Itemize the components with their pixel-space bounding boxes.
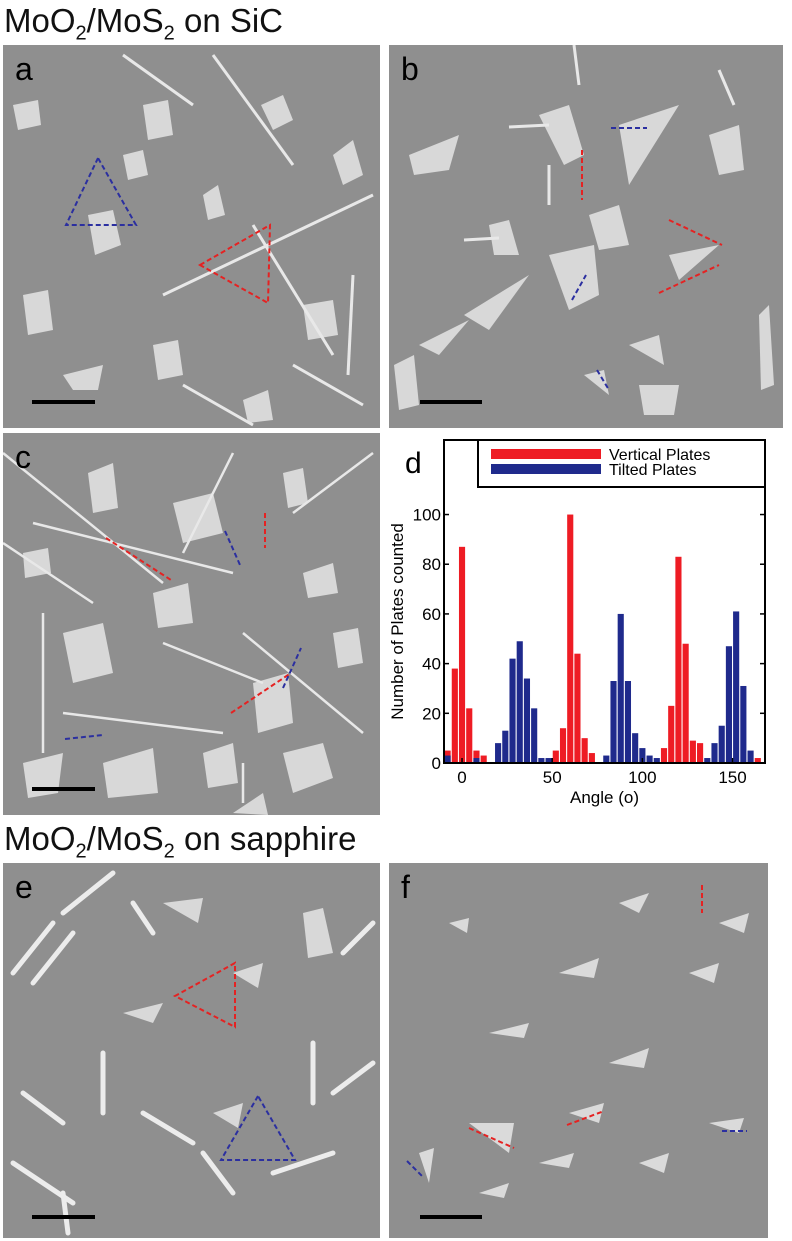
section-title-sic: MoO2/MoS2 on SiC bbox=[4, 2, 284, 45]
section-title-sapphire: MoO2/MoS2 on sapphire bbox=[4, 820, 357, 863]
tilted-plates-bar bbox=[509, 658, 516, 763]
y-tick-label: 100 bbox=[413, 506, 441, 525]
x-tick-label: 100 bbox=[628, 768, 656, 787]
panel-label-f: f bbox=[401, 869, 410, 905]
legend-box bbox=[477, 439, 766, 488]
y-tick-label: 20 bbox=[422, 704, 441, 723]
tilted-plates-bar bbox=[624, 681, 632, 763]
vertical-plates-bar bbox=[682, 643, 689, 763]
vertical-plates-bar bbox=[451, 668, 458, 763]
x-tick-label: 150 bbox=[718, 768, 746, 787]
tilted-plates-bar bbox=[610, 681, 617, 763]
y-tick-label: 60 bbox=[422, 605, 441, 624]
scale-bar bbox=[420, 400, 482, 404]
scale-bar bbox=[32, 1215, 95, 1219]
sem-image-e: e bbox=[3, 863, 380, 1238]
dashed-triangle-tilted bbox=[219, 1094, 297, 1161]
tilted-plates-bar bbox=[516, 641, 523, 763]
sem-features bbox=[406, 885, 749, 1198]
tilted-plates-bar bbox=[639, 748, 646, 763]
scale-bar bbox=[32, 787, 95, 791]
sem-image-f: f bbox=[389, 863, 768, 1238]
legend-label: Vertical Plates bbox=[609, 447, 710, 464]
sem-image-b: b bbox=[389, 45, 783, 428]
vertical-plates-bar bbox=[574, 653, 581, 763]
tilted-plates-bar bbox=[495, 743, 502, 763]
panel-label-e: e bbox=[15, 869, 33, 905]
x-tick-label: 0 bbox=[457, 768, 466, 787]
y-axis-label: Number of Plates counted bbox=[388, 523, 407, 720]
vertical-plates-bar bbox=[552, 750, 559, 763]
tilted-plates-bar bbox=[725, 646, 732, 763]
y-tick-label: 40 bbox=[422, 655, 441, 674]
vertical-plates-bar bbox=[697, 743, 704, 763]
legend-swatch bbox=[491, 449, 601, 459]
y-tick-label: 0 bbox=[432, 754, 441, 773]
vertical-plates-bar bbox=[559, 728, 567, 763]
tilted-plates-bar bbox=[747, 750, 754, 763]
plot-frame bbox=[443, 439, 766, 764]
vertical-plates-bar bbox=[660, 748, 668, 763]
sem-features bbox=[3, 452, 374, 815]
tilted-plates-bar bbox=[632, 733, 639, 763]
tilted-plates-bar bbox=[733, 611, 740, 763]
vertical-plates-bar bbox=[466, 708, 473, 763]
tilted-plates-bar bbox=[473, 758, 480, 763]
tilted-plates-bar bbox=[502, 730, 509, 763]
tilted-plates-bar bbox=[711, 743, 718, 763]
vertical-plates-bar bbox=[675, 556, 682, 763]
tilted-plates-bar bbox=[523, 678, 531, 763]
panel-label-b: b bbox=[401, 51, 419, 87]
tilted-plates-bar bbox=[653, 758, 660, 763]
tilted-plates-bar bbox=[740, 685, 747, 763]
tilted-plates-bar bbox=[538, 758, 545, 763]
dashed-triangle-vertical bbox=[197, 223, 272, 305]
tilted-plates-bar bbox=[718, 725, 725, 763]
sem-image-a: a bbox=[3, 45, 380, 428]
tilted-plates-bar bbox=[444, 755, 451, 763]
vertical-plates-bar bbox=[588, 753, 595, 763]
sem-image-c: c bbox=[3, 433, 380, 815]
sem-features bbox=[13, 53, 374, 427]
tilted-plates-bar bbox=[603, 755, 610, 763]
sem-features bbox=[10, 870, 376, 1236]
tilted-plates-bar bbox=[646, 755, 653, 763]
scale-bar bbox=[420, 1215, 482, 1219]
sem-features bbox=[394, 45, 774, 415]
x-tick-label: 50 bbox=[543, 768, 562, 787]
vertical-plates-bar bbox=[473, 750, 480, 763]
tilted-plates-bar bbox=[617, 613, 624, 763]
tilted-plates-bar bbox=[531, 708, 538, 763]
vertical-plates-bar bbox=[581, 738, 588, 763]
tilted-plates-bar bbox=[545, 758, 552, 763]
vertical-plates-bar bbox=[458, 546, 466, 763]
scale-bar bbox=[32, 400, 95, 404]
vertical-plates-bar bbox=[567, 514, 574, 763]
y-tick-label: 80 bbox=[422, 555, 441, 574]
tilted-plates-bar bbox=[704, 758, 711, 763]
x-axis-label: Angle (o) bbox=[570, 788, 639, 807]
dashed-triangle-vertical bbox=[172, 961, 236, 1029]
legend-swatch bbox=[491, 464, 601, 474]
vertical-plates-bar bbox=[754, 758, 761, 763]
vertical-plates-bar bbox=[480, 755, 487, 763]
panel-label-d: d bbox=[405, 447, 422, 480]
vertical-plates-bar bbox=[668, 705, 675, 763]
vertical-plates-bar bbox=[689, 740, 696, 763]
panel-label-a: a bbox=[15, 51, 33, 87]
panel-label-c: c bbox=[15, 439, 31, 475]
legend-label: Tilted Plates bbox=[609, 462, 696, 479]
